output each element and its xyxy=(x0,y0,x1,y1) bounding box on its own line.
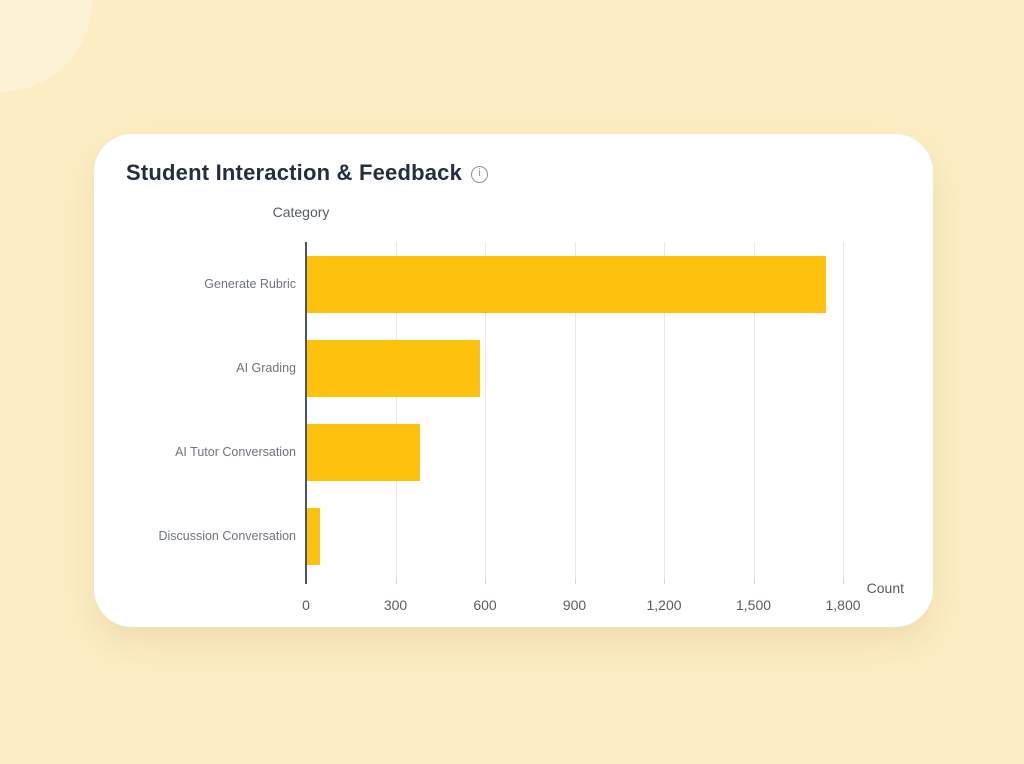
y-axis-line xyxy=(305,242,307,584)
x-axis-title: Count xyxy=(866,580,904,596)
x-tick-label: 1,500 xyxy=(735,597,772,613)
axis-tick xyxy=(395,578,397,584)
axis-tick xyxy=(574,578,576,584)
background-corner-decoration xyxy=(0,0,92,92)
y-category-label: Discussion Conversation xyxy=(158,529,296,543)
bar-ai-tutor-conversation[interactable] xyxy=(307,423,421,481)
x-tick-label: 900 xyxy=(562,597,587,613)
y-axis-title: Category xyxy=(272,204,330,220)
gridline xyxy=(843,242,844,578)
x-tick-label: 1,800 xyxy=(825,597,861,613)
gridline xyxy=(485,242,486,578)
info-icon[interactable]: i xyxy=(471,165,489,183)
bar-ai-grading[interactable] xyxy=(307,339,481,397)
axis-tick xyxy=(664,578,665,584)
x-tick-label: 0 xyxy=(302,597,310,613)
axis-tick xyxy=(485,578,486,584)
y-category-label: AI Grading xyxy=(236,361,296,375)
x-tick-label: 1,200 xyxy=(646,597,682,613)
y-category-label: AI Tutor Conversation xyxy=(175,445,296,459)
x-tick-label: 600 xyxy=(473,597,497,613)
gridline xyxy=(395,242,397,578)
card-header: Student Interaction & Feedback i xyxy=(94,134,933,186)
bar-generate-rubric[interactable] xyxy=(307,255,827,313)
gridline xyxy=(664,242,665,578)
chart-card: Student Interaction & Feedback i Categor… xyxy=(94,134,933,627)
bar-discussion-conversation[interactable] xyxy=(307,507,321,565)
gridline xyxy=(753,242,755,578)
axis-tick xyxy=(843,578,844,584)
x-tick-label: 300 xyxy=(383,597,408,613)
axis-tick xyxy=(753,578,755,584)
chart-title: Student Interaction & Feedback xyxy=(126,160,463,185)
y-category-label: Generate Rubric xyxy=(204,277,296,291)
gridline xyxy=(574,242,576,578)
